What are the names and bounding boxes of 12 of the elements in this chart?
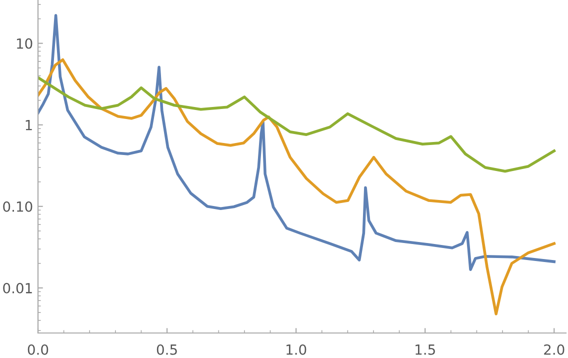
x-tick-label: 1.5 (416, 344, 435, 355)
x-tick-label: 0.5 (156, 344, 177, 355)
line-series (38, 76, 556, 173)
y-tick-label: 1 (26, 120, 32, 130)
x-tick-label: 0.0 (28, 344, 48, 355)
x-tick-label: 1.0 (286, 344, 306, 355)
x-tick-label: 2.0 (544, 344, 564, 355)
line-series (38, 58, 556, 316)
y-tick-label: 10 (16, 38, 32, 49)
line-series (38, 14, 556, 271)
y-tick-label: 0.01 (3, 282, 32, 294)
y-tick-label: 0.10 (3, 201, 32, 212)
